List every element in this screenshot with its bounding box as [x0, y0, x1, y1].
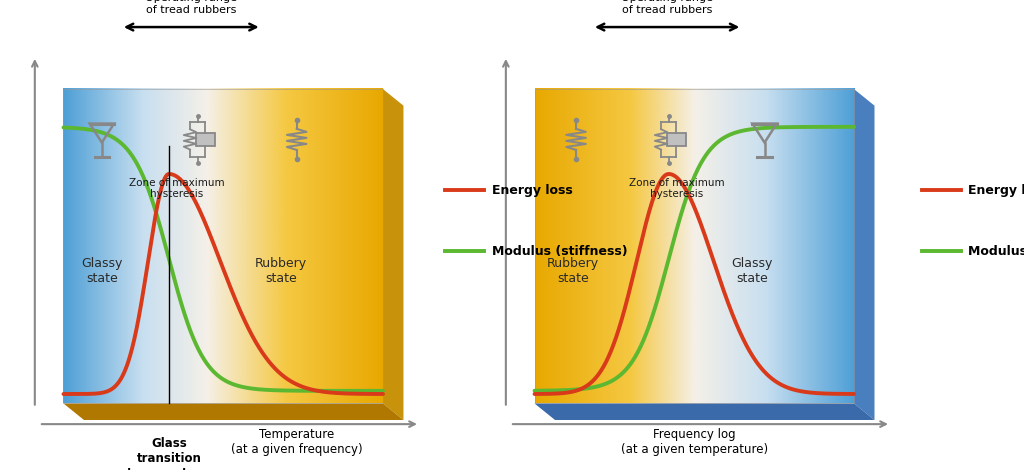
- Text: Glass
transition
temperature: Glass transition temperature: [127, 437, 211, 470]
- Bar: [535, 89, 854, 403]
- FancyBboxPatch shape: [196, 133, 215, 146]
- Text: Operating range
of tread rubbers: Operating range of tread rubbers: [622, 0, 713, 15]
- Text: Operating range
of tread rubbers: Operating range of tread rubbers: [145, 0, 238, 15]
- Bar: [63, 89, 383, 403]
- Polygon shape: [535, 403, 874, 420]
- Text: Energy loss: Energy loss: [492, 184, 572, 197]
- Polygon shape: [383, 89, 403, 420]
- Polygon shape: [854, 89, 874, 420]
- Text: Zone of maximum
hysteresis: Zone of maximum hysteresis: [129, 178, 225, 199]
- Text: Glassy
state: Glassy state: [731, 258, 772, 285]
- Text: Modulus (stiffness): Modulus (stiffness): [968, 245, 1024, 258]
- Text: Modulus (stiffness): Modulus (stiffness): [492, 245, 627, 258]
- Text: Energy loss: Energy loss: [968, 184, 1024, 197]
- Polygon shape: [63, 403, 403, 420]
- FancyBboxPatch shape: [667, 133, 686, 146]
- Text: Rubbery
state: Rubbery state: [255, 258, 307, 285]
- Text: Glassy
state: Glassy state: [81, 258, 123, 285]
- Text: Frequency log
(at a given temperature): Frequency log (at a given temperature): [621, 428, 768, 456]
- Text: Zone of maximum
hysteresis: Zone of maximum hysteresis: [629, 178, 725, 199]
- Text: Rubbery
state: Rubbery state: [547, 258, 599, 285]
- Text: Temperature
(at a given frequency): Temperature (at a given frequency): [230, 428, 362, 456]
